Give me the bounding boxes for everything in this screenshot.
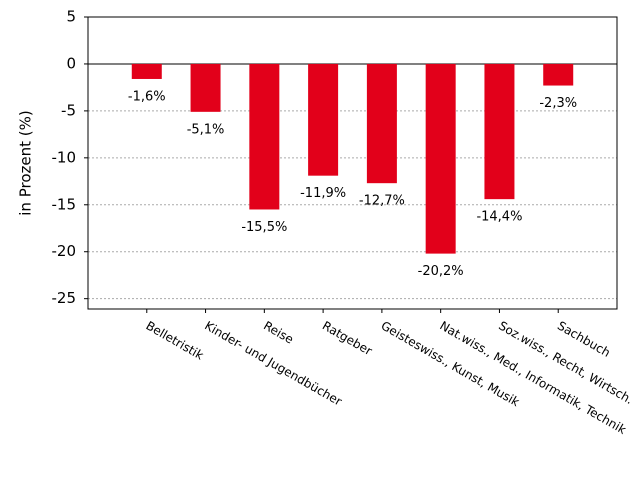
y-tick-label: 0 xyxy=(66,54,76,72)
value-label: -15,5% xyxy=(241,220,287,235)
x-tick-label: Reise xyxy=(261,319,296,347)
y-axis-label: in Prozent (%) xyxy=(17,110,35,215)
value-label: -5,1% xyxy=(187,122,225,137)
value-label: -20,2% xyxy=(418,264,464,279)
bar xyxy=(190,63,221,112)
y-tick-label: -10 xyxy=(52,148,77,166)
value-label: -1,6% xyxy=(128,89,166,104)
y-tick-label: -25 xyxy=(52,289,77,307)
x-tick-label: Ratgeber xyxy=(320,319,375,359)
y-tick-label: -20 xyxy=(52,242,77,260)
value-label: -14,4% xyxy=(476,210,522,225)
bar xyxy=(308,63,339,176)
value-label: -2,3% xyxy=(539,96,577,111)
value-label: -11,9% xyxy=(300,186,346,201)
bar xyxy=(425,63,456,254)
value-label: -12,7% xyxy=(359,194,405,209)
plot-frame xyxy=(87,16,618,310)
y-tick-label: 5 xyxy=(66,8,76,26)
bar xyxy=(131,63,162,79)
x-tick-label: Belletristik xyxy=(144,319,206,363)
bar xyxy=(543,63,574,86)
bar xyxy=(366,63,397,184)
bar xyxy=(249,63,280,210)
y-tick-label: -15 xyxy=(52,195,77,213)
bar xyxy=(484,63,515,200)
y-tick-label: -5 xyxy=(61,101,76,119)
